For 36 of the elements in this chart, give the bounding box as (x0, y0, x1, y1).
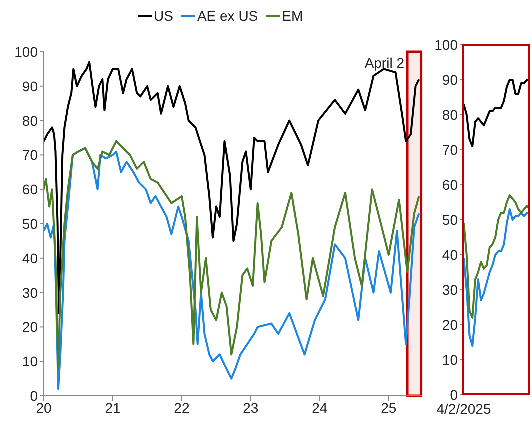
x-tick-label: 22 (174, 400, 190, 416)
y-tick-label: 50 (442, 212, 458, 228)
y-tick-label: 90 (442, 72, 458, 88)
y-tick-label: 80 (442, 106, 458, 123)
y-tick-label: 80 (22, 112, 38, 129)
x-tick-label: 21 (105, 400, 121, 416)
y-tick-label: 10 (22, 354, 38, 370)
y-tick-label: 0 (450, 386, 458, 403)
x-tick-label: 23 (243, 400, 259, 416)
legend-label: AE ex US (197, 8, 258, 24)
y-tick-label: 100 (434, 36, 458, 53)
y-tick-label: 20 (22, 319, 38, 336)
text: 4/2/2025 (436, 401, 492, 417)
y-tick-label: 30 (442, 282, 458, 298)
legend-label: EM (282, 8, 304, 24)
y-tick-label: 60 (22, 182, 38, 198)
y-tick-label: 50 (22, 216, 38, 232)
y-tick-label: 0 (30, 388, 38, 404)
legend-label: US (154, 8, 174, 24)
y-tick-label: 40 (442, 246, 458, 263)
y-tick-label: 70 (22, 147, 38, 164)
y-tick-label: 20 (442, 316, 458, 333)
y-tick-label: 10 (442, 352, 458, 368)
y-tick-label: 100 (14, 44, 38, 60)
y-tick-label: 60 (442, 176, 458, 193)
y-tick-label: 90 (22, 78, 38, 94)
line-series (464, 79, 530, 148)
x-tick-label: 25 (381, 400, 397, 416)
y-tick-label: 70 (442, 142, 458, 158)
y-tick-label: 40 (22, 250, 38, 266)
x-tick-label: 24 (312, 400, 328, 416)
y-tick-label: 30 (22, 284, 38, 301)
band-label: April 2 (364, 55, 405, 71)
x-tick-label: 20 (36, 400, 52, 416)
line-series (464, 208, 530, 347)
line-series (464, 194, 530, 319)
